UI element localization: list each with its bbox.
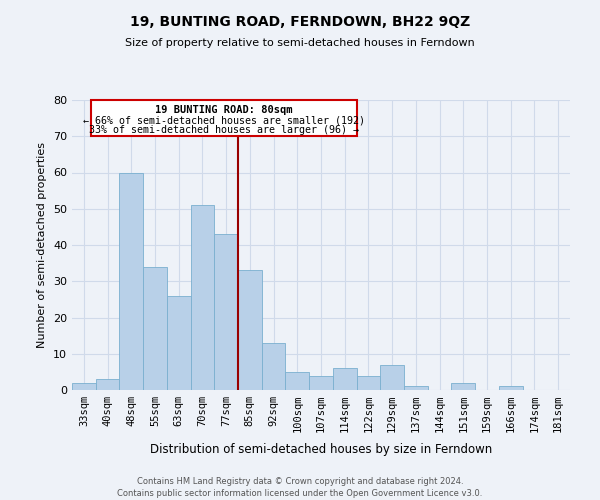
Bar — [309, 376, 333, 390]
Bar — [96, 379, 119, 390]
Bar — [404, 386, 428, 390]
Bar — [191, 205, 214, 390]
Bar — [451, 383, 475, 390]
X-axis label: Distribution of semi-detached houses by size in Ferndown: Distribution of semi-detached houses by … — [150, 444, 492, 456]
Bar — [238, 270, 262, 390]
FancyBboxPatch shape — [91, 100, 356, 136]
Bar — [214, 234, 238, 390]
Bar — [286, 372, 309, 390]
Bar — [356, 376, 380, 390]
Bar — [380, 364, 404, 390]
Bar — [333, 368, 356, 390]
Bar — [72, 383, 96, 390]
Text: 19 BUNTING ROAD: 80sqm: 19 BUNTING ROAD: 80sqm — [155, 106, 293, 116]
Text: Contains public sector information licensed under the Open Government Licence v3: Contains public sector information licen… — [118, 489, 482, 498]
Text: 19, BUNTING ROAD, FERNDOWN, BH22 9QZ: 19, BUNTING ROAD, FERNDOWN, BH22 9QZ — [130, 15, 470, 29]
Text: 33% of semi-detached houses are larger (96) →: 33% of semi-detached houses are larger (… — [89, 126, 359, 136]
Bar — [499, 386, 523, 390]
Bar — [119, 172, 143, 390]
Bar — [262, 343, 286, 390]
Bar — [167, 296, 191, 390]
Y-axis label: Number of semi-detached properties: Number of semi-detached properties — [37, 142, 47, 348]
Text: Contains HM Land Registry data © Crown copyright and database right 2024.: Contains HM Land Registry data © Crown c… — [137, 478, 463, 486]
Bar — [143, 267, 167, 390]
Text: Size of property relative to semi-detached houses in Ferndown: Size of property relative to semi-detach… — [125, 38, 475, 48]
Text: ← 66% of semi-detached houses are smaller (192): ← 66% of semi-detached houses are smalle… — [83, 115, 365, 125]
